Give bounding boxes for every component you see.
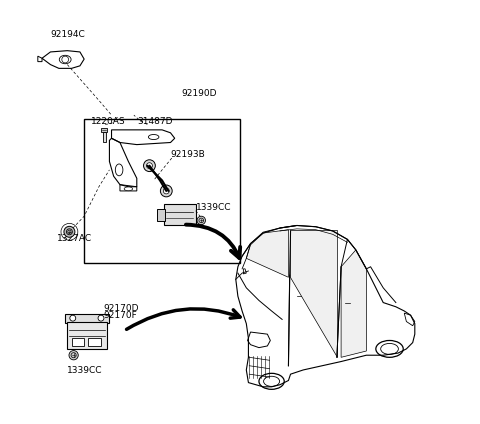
Circle shape bbox=[98, 315, 104, 321]
Circle shape bbox=[144, 160, 156, 172]
Circle shape bbox=[70, 315, 76, 321]
Bar bbox=[84, 119, 240, 262]
FancyBboxPatch shape bbox=[65, 313, 109, 323]
Bar bbox=[101, 128, 108, 132]
Text: 1339CC: 1339CC bbox=[196, 203, 231, 212]
Text: 92170D: 92170D bbox=[103, 304, 139, 313]
FancyBboxPatch shape bbox=[164, 204, 196, 225]
Text: 92170F: 92170F bbox=[103, 311, 137, 320]
Text: 1220AS: 1220AS bbox=[90, 117, 125, 126]
Text: 31487D: 31487D bbox=[137, 117, 172, 126]
Text: 1339CC: 1339CC bbox=[67, 366, 103, 375]
Ellipse shape bbox=[115, 164, 123, 176]
Text: 92193B: 92193B bbox=[170, 150, 205, 159]
Ellipse shape bbox=[124, 187, 132, 191]
Ellipse shape bbox=[148, 134, 159, 139]
Circle shape bbox=[146, 163, 152, 169]
Polygon shape bbox=[341, 250, 366, 357]
Circle shape bbox=[66, 229, 72, 235]
FancyBboxPatch shape bbox=[88, 338, 101, 346]
FancyBboxPatch shape bbox=[72, 338, 84, 346]
Circle shape bbox=[64, 226, 75, 237]
FancyBboxPatch shape bbox=[156, 209, 165, 221]
Text: 92194C: 92194C bbox=[50, 30, 85, 39]
Polygon shape bbox=[290, 230, 337, 357]
Circle shape bbox=[160, 185, 172, 197]
Circle shape bbox=[163, 188, 169, 194]
Circle shape bbox=[69, 351, 78, 360]
Polygon shape bbox=[246, 230, 288, 277]
Text: 1327AC: 1327AC bbox=[57, 234, 92, 243]
Bar bbox=[103, 132, 106, 142]
Text: 92190D: 92190D bbox=[181, 89, 216, 98]
Circle shape bbox=[197, 216, 205, 225]
FancyBboxPatch shape bbox=[67, 321, 108, 349]
